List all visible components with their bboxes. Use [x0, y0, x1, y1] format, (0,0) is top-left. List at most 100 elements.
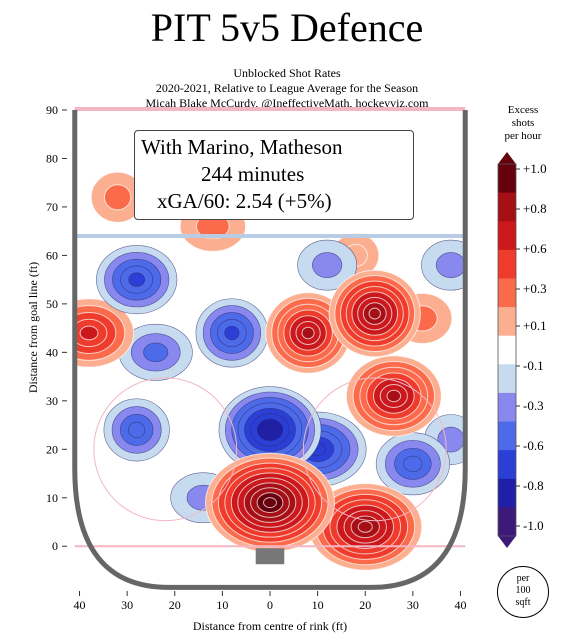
unit-badge-line-1: per	[516, 573, 530, 584]
unit-badge-line-2: 100	[515, 585, 531, 596]
x-axis-label: Distance from centre of rink (ft)	[193, 619, 347, 633]
heat-hotspot	[297, 239, 358, 291]
colorbar-tick-label: +0.1	[523, 318, 547, 333]
heat-hotspot	[195, 298, 269, 368]
colorbar-frame	[497, 163, 517, 537]
colorbar-tick-label: -0.6	[523, 438, 544, 453]
subtitle-line-3: Micah Blake McCurdy, @IneffectiveMath, h…	[145, 96, 429, 110]
y-tick-label: 60	[46, 248, 58, 262]
colorbar-segment	[498, 507, 516, 537]
rink-markings	[72, 107, 468, 590]
x-tick-label: 30	[121, 598, 133, 612]
colorbar-segment	[498, 249, 516, 279]
colorbar-tick-label: +0.6	[523, 241, 547, 256]
heat-hotspot	[205, 452, 335, 553]
x-tick-label: 20	[169, 598, 181, 612]
heat-hotspot	[90, 171, 145, 223]
colorbar-title-line-3: per hour	[504, 130, 542, 142]
goal-net	[255, 548, 285, 565]
info-minutes: 244 minutes	[201, 162, 305, 186]
y-tick-label: 70	[46, 200, 58, 214]
chart-title: PIT 5v5 Defence	[150, 5, 424, 50]
heat-contour	[128, 421, 146, 438]
heat-contour	[143, 342, 169, 363]
heat-hotspot	[421, 239, 466, 291]
heat-contour	[312, 252, 343, 278]
heat-hotspot	[375, 432, 450, 496]
heatmap-contours	[74, 171, 466, 571]
heat-contour	[103, 184, 132, 211]
top-boundary-line	[74, 107, 466, 111]
heat-contour	[386, 389, 402, 403]
x-tick-label: 40	[74, 598, 86, 612]
heat-hotspot	[96, 245, 178, 315]
info-box: With Marino, Matheson 244 minutes xGA/60…	[134, 130, 414, 220]
faceoff-circle-right	[302, 377, 447, 522]
colorbar-tick-label: +0.8	[523, 201, 547, 216]
x-tick-label: 20	[359, 598, 371, 612]
unit-badge-line-3: sqft	[515, 597, 531, 608]
y-tick-label: 80	[46, 151, 58, 165]
y-tick-label: 40	[46, 345, 58, 359]
colorbar-segment	[498, 307, 516, 337]
colorbar-segment	[498, 221, 516, 251]
blue-line	[74, 234, 466, 239]
colorbar-segment	[498, 335, 516, 365]
colorbar-title-line-2: shots	[511, 117, 535, 129]
colorbar-tick-label: -0.3	[523, 398, 544, 413]
heat-contour	[79, 325, 99, 341]
heat-contour	[301, 326, 315, 340]
heat-contour	[435, 252, 466, 278]
heat-contour	[263, 497, 277, 509]
colorbar-segment	[498, 192, 516, 222]
y-tick-label: 30	[46, 394, 58, 408]
colorbar-tick-label: +0.3	[523, 281, 547, 296]
rink-boards	[72, 110, 468, 590]
x-tick-label: 10	[216, 598, 228, 612]
y-tick-label: 20	[46, 442, 58, 456]
heat-contour	[368, 307, 381, 320]
colorbar-tick-label: -0.1	[523, 358, 544, 373]
heat-contour	[224, 325, 240, 341]
colorbar-title: Excess shots per hour	[490, 104, 556, 143]
subtitle-line-1: Unblocked Shot Rates	[233, 66, 341, 80]
heat-hotspot	[218, 386, 322, 474]
colorbar-bottom-arrow	[498, 536, 516, 548]
heat-hotspot	[328, 269, 421, 358]
y-tick-label: 50	[46, 297, 58, 311]
faceoff-circle-left	[93, 377, 238, 522]
colorbar-tick-label: -0.8	[523, 478, 544, 493]
x-tick-label: 0	[267, 598, 273, 612]
unit-badge: per 100 sqft	[497, 566, 549, 618]
heat-contour	[403, 455, 423, 472]
axes: 0 10 20 30 40 50 60 70 80 90 40 30 20 10 0 10 20 30 40 Dist…	[26, 103, 466, 633]
colorbar-tick-label: +1.0	[523, 161, 547, 176]
info-players: With Marino, Matheson	[141, 135, 343, 159]
info-xga: xGA/60: 2.54 (+5%)	[157, 189, 332, 213]
colorbar-segment	[498, 164, 516, 194]
colorbar-segment	[498, 478, 516, 508]
y-axis-label: Distance from goal line (ft)	[26, 262, 40, 393]
y-tick-label: 0	[52, 539, 58, 553]
x-tick-label: 10	[312, 598, 324, 612]
colorbar-top-arrow	[498, 152, 516, 164]
colorbar-tick-label: -1.0	[523, 518, 544, 533]
x-tick-label: 40	[454, 598, 466, 612]
heat-hotspot	[103, 398, 170, 462]
colorbar-segment	[498, 278, 516, 308]
colorbar-title-line-1: Excess	[507, 104, 539, 116]
subtitle-line-2: 2020-2021, Relative to League Average fo…	[155, 81, 419, 95]
heat-contour	[128, 272, 146, 287]
x-tick-label: 30	[407, 598, 419, 612]
colorbar: +1.0 +0.8 +0.6 +0.3 +0.1 -0.1 -0.3 -0.6 -0.8 -1.0	[497, 152, 547, 548]
heat-contour	[263, 424, 277, 436]
colorbar-segment	[498, 450, 516, 480]
y-tick-label: 10	[46, 491, 58, 505]
colorbar-segment	[498, 364, 516, 394]
y-tick-label: 90	[46, 103, 58, 117]
colorbar-segment	[498, 392, 516, 423]
heat-hotspot	[345, 355, 442, 437]
colorbar-segment	[498, 421, 516, 451]
heat-contour	[357, 520, 373, 533]
